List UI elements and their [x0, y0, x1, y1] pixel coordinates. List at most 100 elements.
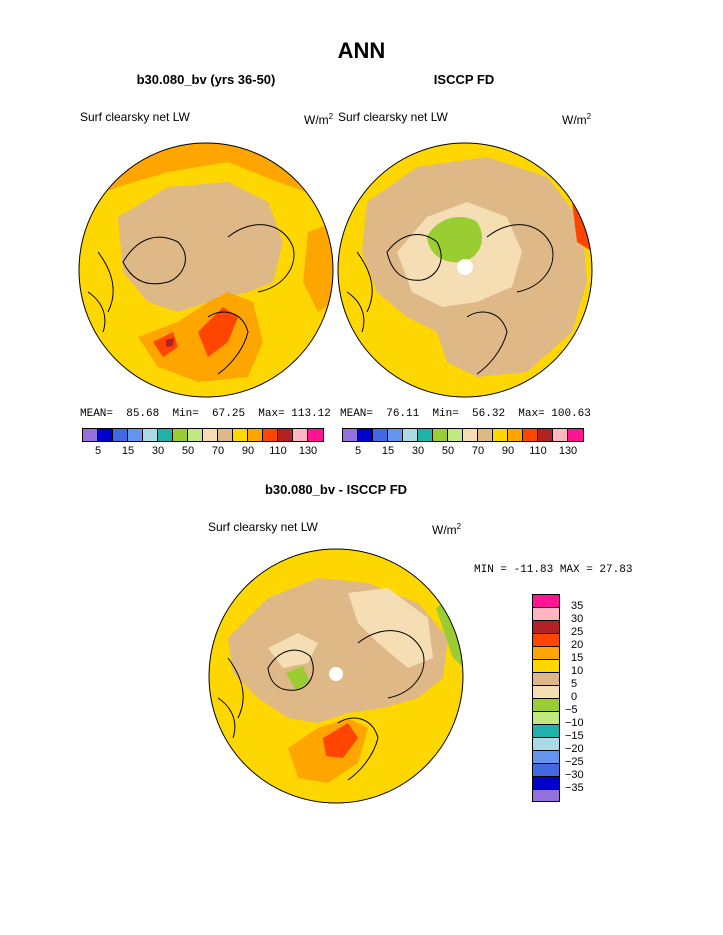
panel-1-map-border	[78, 142, 334, 398]
panel-2-coastline-eurasia	[466, 224, 554, 375]
panel-1-colorbar-swatch	[248, 429, 263, 441]
panel-3-colorbar-swatch	[532, 711, 560, 724]
panel-1-field-east	[303, 222, 333, 312]
page-title: ANN	[337, 38, 386, 63]
panel-1-colorbar-swatch	[278, 429, 293, 441]
panel-1-colorbar-tick-label: 15	[121, 445, 135, 457]
panel-1-colorbar-swatch	[173, 429, 188, 441]
panel-2-colorbar-swatch	[373, 429, 388, 441]
panel-1-colorbar-tick-label: 30	[151, 445, 165, 457]
panel-2-colorbar	[342, 428, 584, 442]
panel-2-colorbar-tick-label: 30	[411, 445, 425, 457]
panel-2-stats: MEAN= 76.11 Min= 56.32 Max= 100.63	[340, 408, 591, 420]
panel-2-colorbar-swatch	[478, 429, 493, 441]
panel-1-colorbar-tick-label: 70	[211, 445, 225, 457]
panel-3-coastline-greenland	[267, 649, 314, 691]
panel-1-units: W/m2	[304, 112, 334, 127]
panel-2-colorbar-swatch	[538, 429, 553, 441]
panel-2-field-pole-missing	[457, 259, 473, 275]
panel-2-colorbar-swatch	[433, 429, 448, 441]
panel-3-colorbar-tick-label: 10	[571, 665, 584, 677]
panel-1-colorbar-tick-label: 130	[298, 445, 318, 457]
panel-1-colorbar-swatch	[233, 429, 248, 441]
panel-3-colorbar-tick-label: −25	[565, 756, 584, 768]
panel-3-colorbar-swatch	[532, 620, 560, 633]
panel-3-colorbar-swatch	[532, 763, 560, 776]
panel-1-stats: MEAN= 85.68 Min= 67.25 Max= 113.12	[80, 408, 331, 420]
panel-3-coastline-america	[217, 657, 244, 739]
panel-2-colorbar-swatch	[418, 429, 433, 441]
panel-2-colorbar-swatch	[343, 429, 358, 441]
panel-3-colorbar-swatch	[532, 750, 560, 763]
panel-3-coastline-eurasia	[337, 630, 425, 781]
panel-2-units: W/m2	[562, 112, 592, 127]
panel-3-colorbar-tick-label: 30	[571, 613, 584, 625]
panel-2-colorbar-wrap: 5 15 30 50 70 90 110 130	[342, 428, 584, 457]
panel-2-colorbar-tick-label: 90	[501, 445, 515, 457]
panel-3-colorbar-tick-label: −30	[565, 769, 584, 781]
panel-3-units: W/m2	[432, 522, 462, 537]
panel-1-field-scandinavia	[198, 307, 238, 357]
panel-3-polar-map	[208, 548, 464, 804]
panel-3-colorbar-tick-label: −15	[565, 730, 584, 742]
panel-1-colorbar-swatch	[128, 429, 143, 441]
panel-2-colorbar-swatch	[403, 429, 418, 441]
panel-2-map-border	[337, 142, 593, 398]
panel-3-map-border	[208, 548, 464, 804]
panel-1-colorbar-tick-label: 50	[181, 445, 195, 457]
panel-1-colorbar-swatch	[308, 429, 323, 441]
panel-2-colorbar-tick-label: 15	[381, 445, 395, 457]
panel-2-colorbar-swatch	[448, 429, 463, 441]
panel-3-colorbar-swatch	[532, 646, 560, 659]
panel-3-field-cream	[348, 588, 433, 668]
panel-1-colorbar-tick-label: 5	[94, 445, 102, 457]
panel-3-colorbar-swatch	[532, 776, 560, 789]
panel-1-colorbar-swatch	[83, 429, 98, 441]
panel-1-colorbar-wrap: 5 15 30 50 70 90 110 130	[82, 428, 324, 457]
panel-3-colorbar-tick-label: 25	[571, 626, 584, 638]
panel-2-colorbar-swatch	[358, 429, 373, 441]
panel-3-colorbar-swatch	[532, 607, 560, 620]
panel-3-colorbar-swatch	[532, 789, 560, 802]
panel-1-variable-label: Surf clearsky net LW	[80, 110, 190, 124]
panel-1-coastline-greenland	[122, 236, 186, 285]
panel-1-field-max	[166, 338, 174, 347]
panel-1-colorbar-swatch	[188, 429, 203, 441]
panel-1-field-arctic	[118, 182, 283, 312]
panel-2-colorbar-swatch	[568, 429, 583, 441]
panel-2-polar-map	[337, 142, 593, 398]
panel-2-colorbar-swatch	[493, 429, 508, 441]
panel-3-colorbar-swatch	[532, 672, 560, 685]
panel-1-colorbar	[82, 428, 324, 442]
panel-2-colorbar-swatch	[463, 429, 478, 441]
panel-1-polar-map	[78, 142, 334, 398]
panel-1-colorbar-swatch	[263, 429, 278, 441]
panel-2-coastline-america	[346, 251, 373, 333]
panel-1-colorbar-swatch	[293, 429, 308, 441]
panel-2-colorbar-tick-label: 130	[558, 445, 578, 457]
panel-2-colorbar-swatch	[553, 429, 568, 441]
panel-3-colorbar-swatch	[532, 685, 560, 698]
panel-3-minmax: MIN = -11.83 MAX = 27.83	[474, 564, 633, 576]
panel-3-field-pole-missing	[329, 667, 343, 681]
panel-3-colorbar-tick-label: 20	[571, 639, 584, 651]
panel-3-colorbar-tick-label: −10	[565, 717, 584, 729]
panel-1-coastline-america	[87, 251, 114, 333]
panel-3-field-atlantic-max	[323, 723, 358, 758]
panel-3-colorbar-ticks: 35 30 25 20 15 10 5 0 −5 −10 −15 −20 −25 −30 −35	[565, 594, 605, 802]
panel-1-colorbar-tick-label: 90	[241, 445, 255, 457]
panel-2-colorbar-tick-label: 70	[471, 445, 485, 457]
panel-3-colorbar-tick-label: 15	[571, 652, 584, 664]
panel-3-colorbar	[532, 594, 560, 802]
panel-1-colorbar-ticks: 5 15 30 50 70 90 110 130	[82, 442, 324, 457]
panel-3-colorbar-swatch	[532, 633, 560, 646]
panel-3-colorbar-swatch	[532, 659, 560, 672]
panel-3-colorbar-swatch	[532, 737, 560, 750]
panel-2-colorbar-swatch	[388, 429, 403, 441]
panel-2-colorbar-tick-label: 110	[529, 445, 547, 457]
panel-3-field-greenland-neg	[286, 666, 310, 690]
panel-3-colorbar-tick-label: 35	[571, 600, 584, 612]
panel-2-coastline-greenland	[386, 234, 442, 281]
panel-1-colorbar-swatch	[218, 429, 233, 441]
panel-3-colorbar-tick-label: −35	[565, 782, 584, 794]
